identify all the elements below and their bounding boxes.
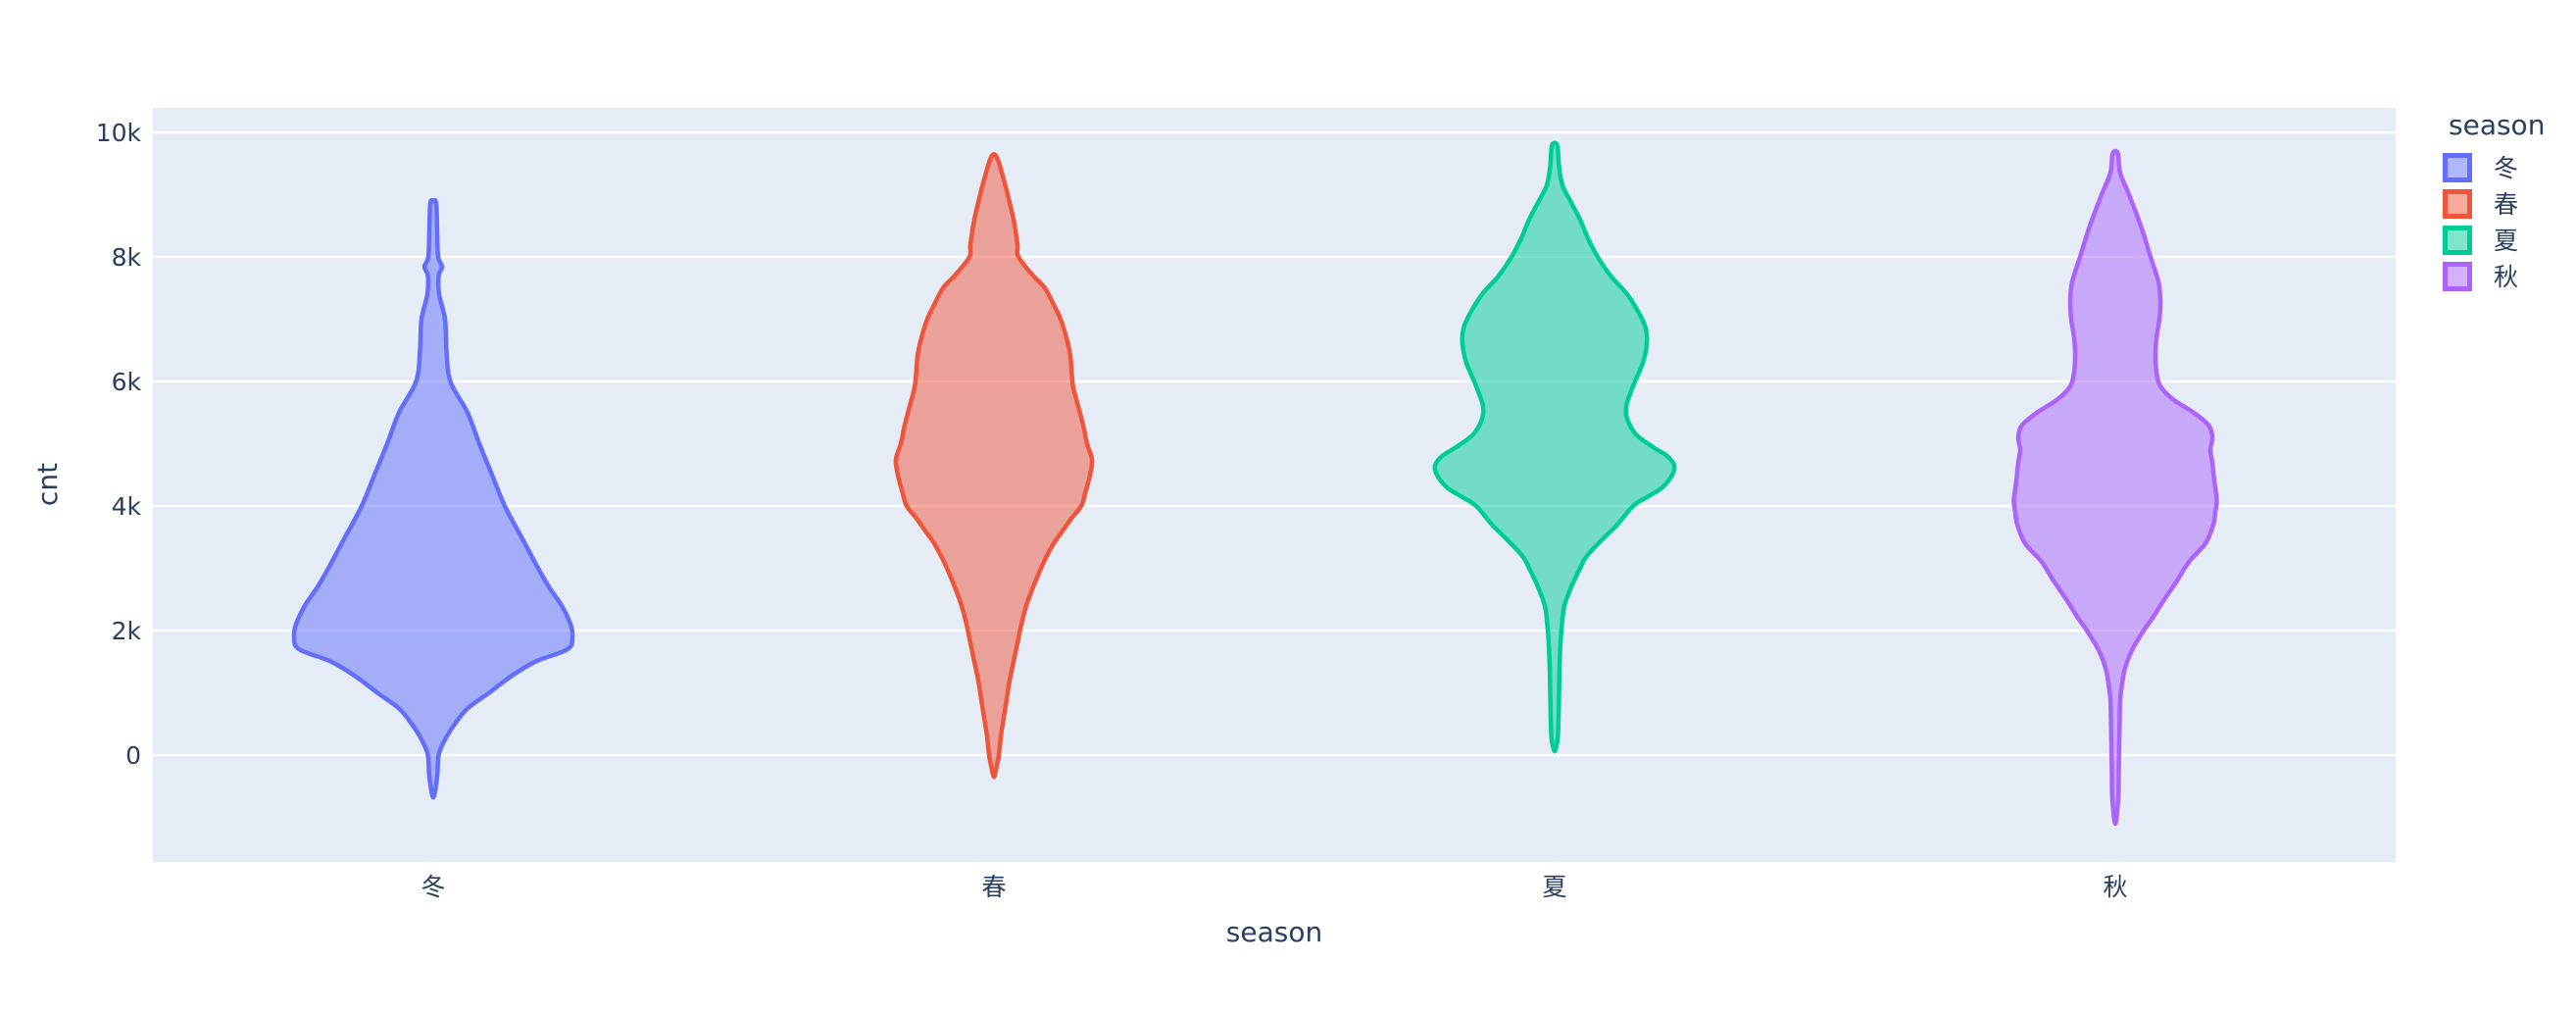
- x-tick-label-spring: 春: [981, 873, 1006, 901]
- legend-swatch-winter: [2443, 153, 2472, 182]
- violin-spring: [893, 151, 1095, 780]
- x-tick-label-winter: 冬: [421, 873, 445, 901]
- legend: season 冬春夏秋: [2443, 112, 2545, 298]
- legend-item-winter[interactable]: 冬: [2443, 153, 2545, 182]
- legend-item-spring[interactable]: 春: [2443, 189, 2545, 219]
- x-tick-label-summer: 夏: [1542, 873, 1566, 901]
- legend-label-autumn: 秋: [2494, 262, 2519, 291]
- x-tick-labels-group: 冬春夏秋: [421, 873, 2127, 901]
- y-tick-label-8k: 8k: [112, 243, 142, 272]
- y-tick-label-0: 0: [125, 741, 141, 770]
- legend-label-spring: 春: [2494, 189, 2519, 219]
- violin-autumn: [2011, 148, 2219, 827]
- legend-items: 冬春夏秋: [2443, 153, 2545, 298]
- x-axis-title: season: [1226, 916, 1322, 948]
- y-axis-title: cnt: [31, 463, 64, 506]
- violin-winter: [291, 198, 575, 800]
- y-tick-labels-group: 0 2k 4k 6k 8k 10k: [96, 119, 142, 770]
- y-tick-label-10k: 10k: [96, 119, 142, 147]
- legend-label-winter: 冬: [2494, 153, 2519, 182]
- legend-swatch-autumn: [2443, 262, 2472, 291]
- legend-title: season: [2449, 109, 2546, 141]
- y-tick-label-4k: 4k: [112, 492, 142, 521]
- legend-swatch-summer: [2443, 226, 2472, 255]
- y-tick-label-2k: 2k: [112, 617, 142, 645]
- legend-item-autumn[interactable]: 秋: [2443, 262, 2545, 291]
- x-tick-label-autumn: 秋: [2103, 873, 2127, 901]
- violin-summer: [1432, 140, 1677, 754]
- legend-item-summer[interactable]: 夏: [2443, 226, 2545, 255]
- legend-swatch-spring: [2443, 189, 2472, 219]
- violins-group: [291, 140, 2219, 827]
- legend-label-summer: 夏: [2494, 226, 2519, 255]
- y-tick-label-6k: 6k: [112, 368, 142, 396]
